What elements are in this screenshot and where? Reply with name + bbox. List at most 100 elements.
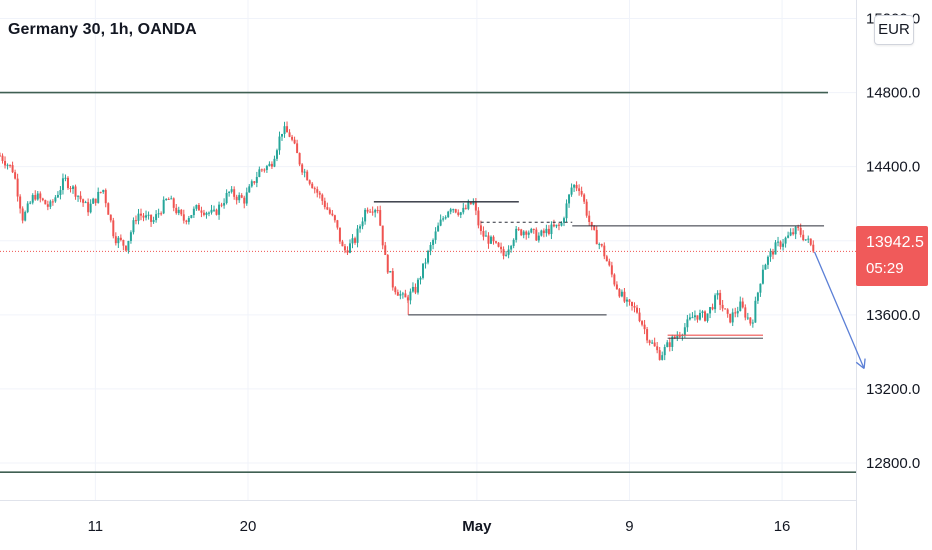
candle-body (215, 209, 218, 215)
candle-body (749, 317, 752, 324)
candle-body (343, 246, 346, 251)
candle-body (248, 186, 251, 193)
candle-body (500, 246, 503, 250)
candle-body (552, 224, 555, 227)
candle-body (389, 271, 392, 273)
candle-body (686, 319, 689, 328)
candle-body (59, 190, 62, 195)
candle-body (741, 301, 744, 308)
candle-body (422, 263, 425, 278)
candle-body (497, 242, 500, 247)
candle-body (117, 237, 120, 244)
candle-body (313, 188, 316, 190)
x-tick-label: 20 (240, 518, 257, 535)
candle-body (578, 188, 581, 191)
candle-body (74, 186, 77, 197)
candle-body (442, 218, 445, 220)
x-tick-label: 16 (774, 518, 791, 535)
candle-body (160, 213, 163, 215)
candle-body (107, 203, 110, 215)
candle-body (454, 209, 457, 213)
candle-body (724, 308, 727, 310)
candle-body (588, 215, 591, 222)
candle-body (399, 294, 402, 296)
candle-body (598, 244, 601, 246)
candle-body (147, 214, 150, 216)
candle-body (646, 329, 649, 341)
candle-body (638, 312, 641, 322)
candle-body (429, 244, 432, 251)
candle-body (693, 315, 696, 318)
candle-body (676, 335, 679, 338)
candle-body (61, 178, 64, 191)
candle-body (449, 209, 452, 212)
candle-body (306, 171, 309, 181)
candle-body (170, 198, 173, 200)
candle-body (230, 189, 233, 192)
y-tick-label: 14400.0 (866, 159, 920, 176)
candle-body (207, 212, 210, 214)
candle-body (777, 241, 780, 243)
candle-body (69, 188, 72, 190)
candle-body (600, 244, 603, 246)
projection-arrow-head (863, 358, 866, 369)
candle-body (658, 350, 661, 360)
candle-body (210, 209, 213, 213)
candle-body (575, 184, 578, 189)
candle-body (568, 194, 571, 204)
candle-body (479, 225, 482, 231)
candle-body (0, 155, 1, 157)
candle-body (603, 245, 606, 257)
candle-body (535, 229, 538, 241)
candle-body (328, 209, 331, 214)
candle-body (464, 207, 467, 209)
candle-body (87, 202, 90, 213)
candle-body (709, 307, 712, 314)
candle-body (243, 197, 246, 204)
candle-body (784, 237, 787, 244)
candle-body (351, 238, 354, 244)
projection-arrow[interactable] (813, 251, 865, 369)
candle-body (195, 205, 198, 209)
candle-body (396, 292, 399, 296)
candle-body (321, 194, 324, 201)
candle-body (255, 176, 258, 183)
candle-body (474, 201, 477, 211)
candle-body (797, 226, 800, 228)
chart-title: Germany 30, 1h, OANDA (8, 21, 197, 38)
candle-body (386, 254, 389, 273)
candle-body (605, 256, 608, 262)
candle-body (477, 210, 480, 226)
candle-body (1, 155, 4, 161)
candle-body (341, 241, 344, 247)
candle-body (769, 251, 772, 257)
candle-body (411, 286, 414, 292)
candle-body (628, 299, 631, 302)
candle-body (223, 203, 226, 206)
candle-body (666, 342, 669, 348)
candle-body (16, 178, 19, 197)
currency-selector-button[interactable]: EUR (874, 15, 914, 45)
candle-body (779, 241, 782, 247)
candle-body (719, 292, 722, 305)
candle-body (416, 279, 419, 293)
candle-body (789, 232, 792, 236)
candle-body (726, 309, 729, 314)
candle-body (140, 213, 143, 216)
candle-body (771, 251, 774, 255)
candle-body (150, 214, 153, 222)
candle-body (134, 220, 137, 222)
candle-body (250, 181, 253, 187)
candle-body (6, 164, 9, 166)
candle-body (487, 235, 490, 244)
candle-body (731, 312, 734, 323)
candle-body (21, 208, 24, 221)
candle-body (356, 228, 359, 243)
candle-body (648, 340, 651, 343)
candle-body (245, 192, 248, 204)
candle-body (595, 229, 598, 245)
candle-body (200, 210, 203, 213)
candle-body (525, 231, 528, 235)
candle-body (764, 264, 767, 270)
